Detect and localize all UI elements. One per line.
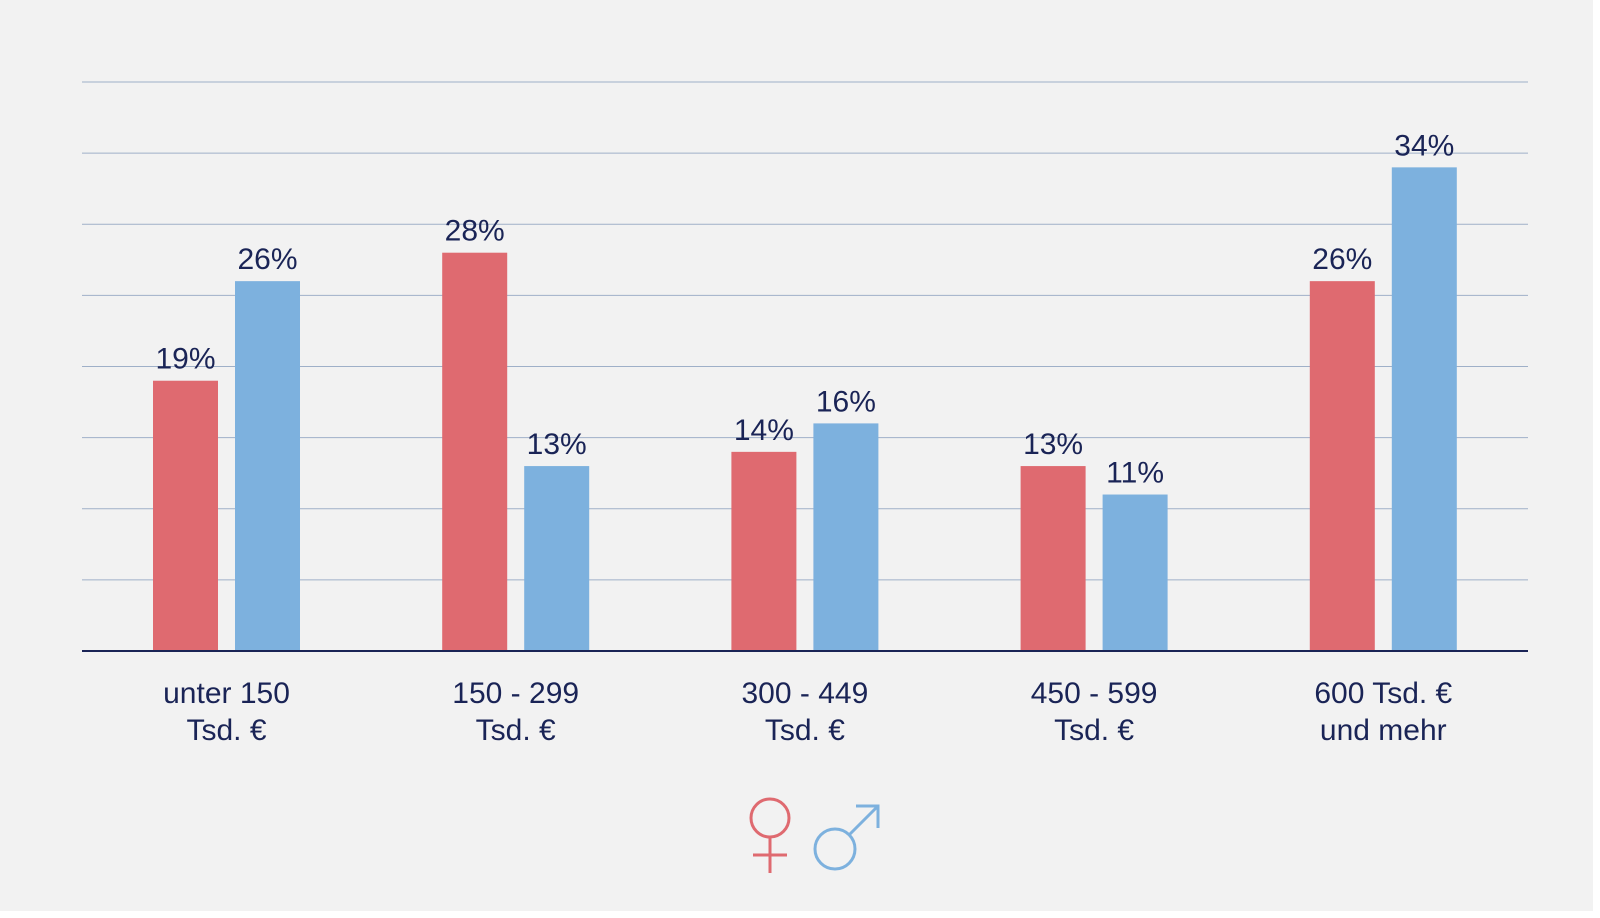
bar [153,380,218,651]
bar [442,252,508,651]
bar [1391,167,1457,651]
data-label: 11% [1106,457,1164,490]
male-symbol-arrow-shaft [847,804,880,837]
data-label: 19% [155,343,215,376]
data-label: 13% [1023,428,1083,461]
male-symbol-icon [813,804,880,871]
x-tick-label-line: 300 - 449 [742,677,869,710]
bar [524,466,590,651]
data-label: 28% [445,215,505,248]
data-label: 14% [734,414,794,447]
bar [813,423,879,651]
data-label: 26% [237,243,297,276]
x-tick-label-line: und mehr [1320,714,1447,747]
male-symbol-arrow-head [856,804,880,828]
x-tick-label-line: Tsd. € [476,714,556,747]
bar [1020,466,1086,651]
x-tick-label-line: 600 Tsd. € [1314,677,1452,710]
x-tick-label: 150 - 299 Tsd. € [452,677,579,747]
x-tick-label: 600 Tsd. € und mehr [1314,677,1452,747]
x-tick-label: 450 - 599 Tsd. € [1031,677,1158,747]
x-tick-label-line: Tsd. € [1054,714,1134,747]
data-label: 26% [1312,243,1372,276]
gridlines [82,81,1528,581]
x-tick-label: unter 150 Tsd. € [163,677,290,747]
x-tick-label-line: 450 - 599 [1031,677,1158,710]
bar [1309,281,1375,651]
female-symbol-ring [749,797,791,839]
x-tick-label: 300 - 449 Tsd. € [742,677,869,747]
data-label: 13% [527,428,587,461]
bar [731,451,797,651]
x-tick-label-line: 150 - 299 [452,677,579,710]
bar [235,281,300,651]
bar [1102,494,1168,651]
x-tick-label-line: Tsd. € [765,714,845,747]
x-tick-label-line: unter 150 [163,677,290,710]
x-tick-label-line: Tsd. € [186,714,266,747]
bars [153,167,1457,651]
female-symbol-icon [749,797,791,873]
data-label: 34% [1394,129,1454,162]
x-tick-labels: unter 150 Tsd. € 150 - 299 Tsd. € 300 - 449 T… [163,677,1452,747]
legend [749,797,880,873]
data-label: 16% [816,385,876,418]
data-labels: 19% 26% 28% 13% 14% 16% 13% 11% 26% 34% [155,129,1454,489]
male-symbol-ring [813,827,857,871]
